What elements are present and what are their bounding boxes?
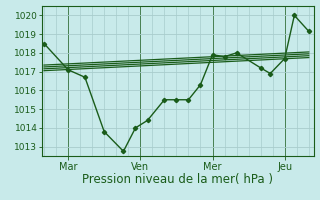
X-axis label: Pression niveau de la mer( hPa ): Pression niveau de la mer( hPa ) xyxy=(82,173,273,186)
